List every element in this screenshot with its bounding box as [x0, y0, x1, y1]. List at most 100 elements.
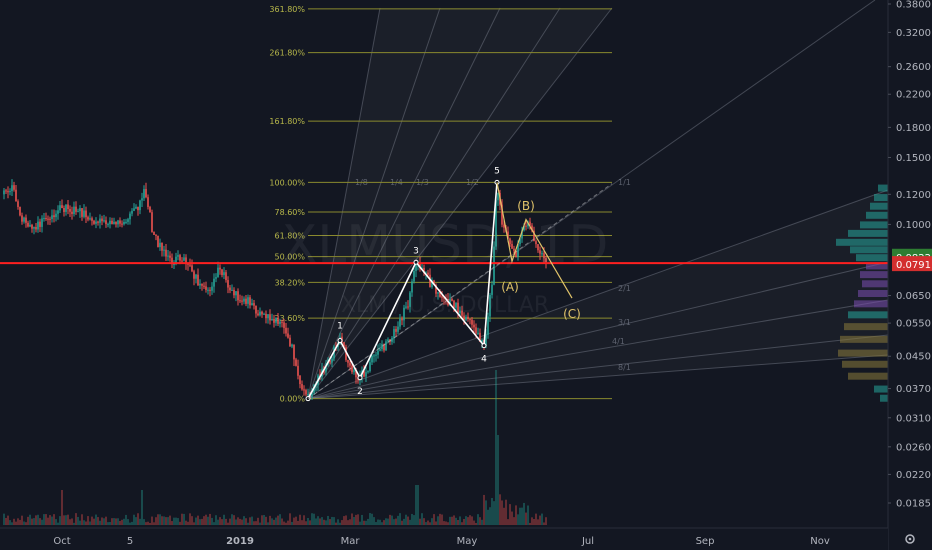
candle-body — [137, 206, 139, 211]
volume-bar — [215, 515, 217, 525]
impulse-wave[interactable] — [307, 182, 498, 400]
volume-bar — [77, 516, 79, 525]
volume-bar — [523, 502, 525, 525]
volume-bar — [205, 514, 207, 525]
volume-bar — [87, 516, 89, 525]
volume-profile-bar — [862, 280, 888, 288]
candle-body — [29, 224, 31, 227]
volume-bar — [401, 520, 403, 525]
volume-bar — [259, 522, 261, 525]
candle-body — [489, 294, 491, 317]
volume-bar — [343, 516, 345, 525]
candle-body — [243, 298, 245, 302]
wave-node[interactable] — [481, 343, 487, 349]
volume-profile-bar — [838, 349, 888, 357]
candle-body — [39, 221, 41, 227]
watermark-symbol: XLMUSD, 1D — [282, 215, 609, 275]
volume-bar — [7, 515, 9, 525]
volume-bar — [19, 519, 21, 525]
candle-body — [187, 263, 189, 265]
price-tick-label: 0.1500 — [896, 153, 931, 164]
volume-bar — [433, 514, 435, 525]
candle-body — [127, 219, 129, 222]
candle-body — [451, 298, 453, 301]
candle-body — [529, 221, 531, 226]
volume-bar — [367, 518, 369, 525]
correction-label: (C) — [563, 307, 581, 321]
candle-body — [473, 324, 475, 328]
volume-bar — [85, 521, 87, 525]
volume-bar — [365, 520, 367, 525]
settings-gear-icon[interactable] — [905, 534, 915, 544]
fib-level-label: 161.80% — [269, 117, 305, 126]
volume-bar — [65, 515, 67, 525]
fan-label: 2/1 — [618, 284, 631, 293]
volume-profile-bar — [866, 262, 888, 270]
fan-line — [307, 299, 889, 400]
volume-bar — [35, 515, 37, 525]
fan-line — [307, 7, 381, 399]
candle-body — [157, 235, 159, 248]
volume-bar — [249, 517, 251, 525]
volume-bar — [381, 522, 383, 525]
candle-body — [507, 231, 509, 239]
volume-bar — [281, 518, 283, 525]
corrective-wave[interactable] — [496, 182, 573, 299]
candle-body — [381, 344, 383, 350]
volume-bar — [387, 518, 389, 525]
volume-bar — [487, 509, 489, 525]
volume-bar — [431, 518, 433, 525]
volume-bar — [377, 519, 379, 525]
candle-body — [223, 272, 225, 276]
candle-body — [299, 375, 301, 385]
volume-bar — [115, 518, 117, 525]
wave-node[interactable] — [357, 375, 363, 381]
candle-body — [105, 220, 107, 225]
volume-bar — [39, 518, 41, 525]
candle-body — [307, 394, 309, 396]
volume-bar — [439, 513, 441, 525]
volume-bar — [479, 517, 481, 525]
candle-body — [167, 255, 169, 257]
candle-body — [95, 221, 97, 224]
volume-bar — [315, 518, 317, 525]
wave-node[interactable] — [337, 338, 343, 344]
candle-body — [209, 289, 211, 291]
volume-bar — [469, 515, 471, 525]
correction-label: (A) — [501, 280, 519, 294]
price-tick-label: 0.0450 — [896, 352, 931, 363]
volume-bar — [53, 514, 55, 525]
volume-bar — [163, 516, 165, 525]
volume-bar — [517, 514, 519, 525]
volume-bar — [219, 517, 221, 525]
candle-body — [165, 249, 167, 257]
volume-bar — [101, 517, 103, 525]
wave-node[interactable] — [413, 259, 419, 265]
candle-body — [513, 248, 515, 251]
volume-bar — [21, 515, 23, 525]
volume-bar — [425, 522, 427, 525]
candle-body — [287, 333, 289, 338]
volume-bar — [155, 517, 157, 525]
candle-body — [145, 189, 147, 198]
volume-bar — [247, 522, 249, 525]
candle-body — [63, 207, 65, 212]
volume-bar — [361, 514, 363, 525]
volume-bar — [397, 515, 399, 525]
volume-bar — [369, 513, 371, 525]
candle-body — [249, 297, 251, 306]
candle-body — [503, 224, 505, 228]
volume-profile-bar — [840, 335, 888, 343]
candle-body — [487, 316, 489, 335]
candle-body — [351, 365, 353, 373]
candle-body — [27, 222, 29, 227]
volume-bar — [509, 504, 511, 525]
volume-bar — [213, 522, 215, 525]
fan-label: 1/1 — [618, 178, 631, 187]
volume-bar — [515, 505, 517, 525]
candle-body — [91, 218, 93, 221]
candle-body — [427, 272, 429, 275]
candle-body — [215, 277, 217, 279]
